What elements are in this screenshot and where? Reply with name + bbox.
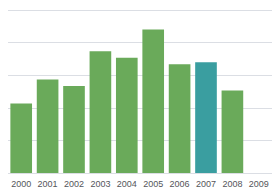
svg-text:2003: 2003 [90,179,110,189]
svg-text:2005: 2005 [143,179,163,189]
svg-text:2009: 2009 [249,179,269,189]
svg-text:2002: 2002 [64,179,84,189]
svg-text:2001: 2001 [38,179,58,189]
svg-text:2004: 2004 [117,179,137,189]
svg-text:2000: 2000 [11,179,31,189]
svg-text:2006: 2006 [170,179,190,189]
svg-text:2008: 2008 [222,179,242,189]
svg-text:2007: 2007 [196,179,216,189]
